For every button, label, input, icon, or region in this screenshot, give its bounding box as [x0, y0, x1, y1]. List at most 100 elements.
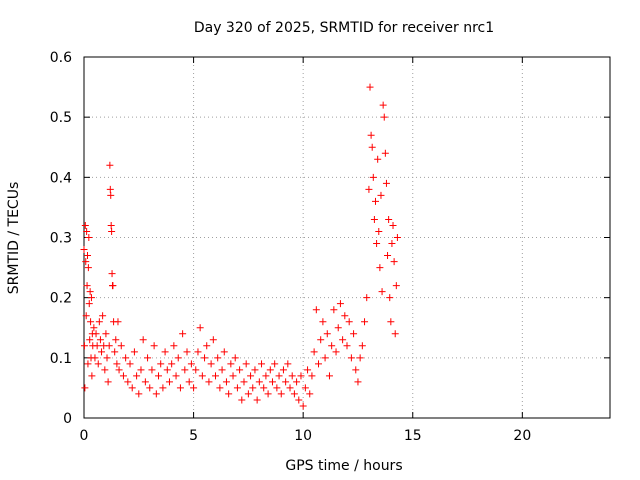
data-point: [106, 185, 114, 193]
data-point: [251, 366, 259, 374]
data-point: [172, 372, 180, 380]
data-point: [293, 378, 301, 386]
data-point: [86, 336, 94, 344]
data-point: [361, 318, 369, 326]
data-point: [128, 384, 136, 392]
x-tick-label: 0: [80, 428, 89, 444]
data-point: [205, 378, 213, 386]
data-point: [176, 384, 184, 392]
data-point: [247, 372, 255, 380]
data-point: [130, 348, 138, 356]
data-point: [203, 342, 211, 350]
data-point: [152, 390, 160, 398]
y-tick-label: 0.4: [50, 170, 72, 186]
data-point: [170, 342, 178, 350]
data-point: [363, 294, 371, 302]
data-point: [376, 264, 384, 272]
data-point: [218, 366, 226, 374]
data-point: [144, 354, 152, 362]
data-point: [341, 312, 349, 320]
data-point: [101, 366, 109, 374]
data-point: [163, 366, 171, 374]
data-point: [332, 348, 340, 356]
x-axis-label: GPS time / hours: [285, 458, 402, 474]
data-point: [288, 372, 296, 380]
data-point: [393, 234, 401, 241]
x-tick-label: 15: [404, 428, 422, 444]
data-point: [80, 246, 88, 254]
data-point: [150, 342, 158, 350]
data-point: [268, 378, 276, 386]
y-tick-label: 0.3: [50, 231, 72, 247]
data-point: [141, 378, 149, 386]
data-point: [146, 384, 154, 392]
data-point: [368, 143, 376, 151]
data-point: [266, 366, 274, 374]
y-tick-label: 0.5: [50, 110, 72, 126]
data-point: [81, 221, 89, 229]
data-point: [161, 348, 169, 356]
data-point: [209, 336, 217, 344]
data-point: [181, 366, 189, 374]
data-point: [304, 366, 312, 374]
data-point: [356, 354, 364, 362]
data-point: [367, 131, 375, 139]
data-point: [319, 318, 327, 326]
data-point: [159, 384, 167, 392]
data-point: [225, 390, 233, 398]
data-point: [108, 227, 116, 235]
y-tick-label: 0.6: [50, 50, 72, 66]
data-point: [371, 197, 379, 205]
data-point: [350, 330, 358, 338]
data-point: [369, 173, 377, 181]
data-point: [212, 372, 219, 380]
data-point: [330, 306, 338, 314]
data-point: [392, 282, 400, 290]
data-point: [183, 348, 191, 356]
data-point: [85, 300, 93, 308]
data-point: [220, 348, 228, 356]
data-point: [107, 191, 115, 199]
data-point: [378, 288, 386, 296]
grid: [84, 57, 610, 418]
data-point: [373, 240, 381, 248]
data-point: [389, 221, 397, 229]
data-point: [148, 366, 156, 374]
data-point: [133, 372, 141, 380]
data-point: [106, 161, 114, 169]
data-point: [253, 396, 261, 404]
data-point: [119, 372, 127, 380]
data-point: [387, 318, 395, 326]
data-point: [255, 378, 263, 386]
data-point: [84, 360, 92, 368]
data-point: [95, 318, 103, 326]
data-point: [249, 384, 257, 392]
data-point: [240, 378, 248, 386]
data-point: [380, 113, 388, 121]
data-point: [82, 258, 90, 266]
data-point: [109, 282, 117, 290]
data-point: [343, 342, 351, 350]
data-point: [258, 360, 266, 368]
data-point: [108, 270, 116, 278]
data-point: [190, 384, 198, 392]
data-point: [345, 318, 353, 326]
data-point: [295, 396, 303, 404]
data-point: [391, 330, 399, 338]
data-point: [299, 402, 307, 410]
data-point: [196, 324, 204, 332]
data-point: [86, 288, 94, 296]
data-point: [112, 336, 120, 344]
data-point: [111, 348, 119, 356]
data-point: [99, 312, 107, 320]
data-point: [321, 354, 329, 362]
data-point: [139, 336, 147, 344]
data-point: [233, 384, 241, 392]
data-point: [94, 360, 102, 368]
data-point: [358, 342, 366, 350]
data-point: [179, 330, 187, 338]
data-point: [105, 342, 113, 350]
data-point: [84, 264, 92, 272]
data-point: [83, 227, 91, 235]
data-point: [370, 215, 378, 223]
